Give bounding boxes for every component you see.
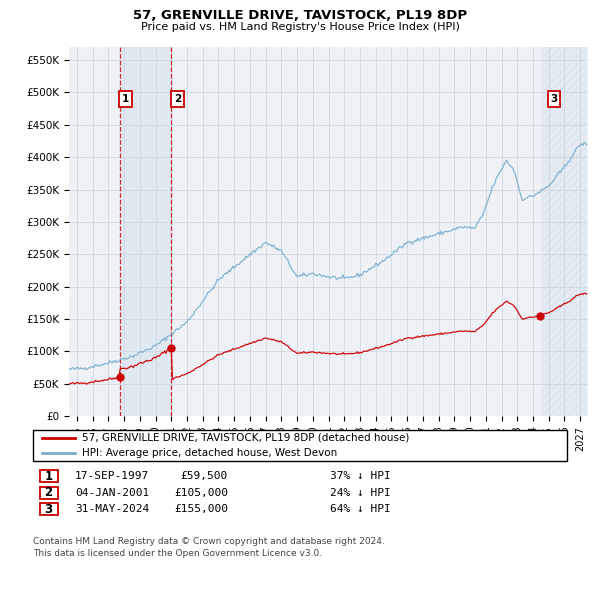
Text: 1: 1 [122,94,129,104]
Text: 04-JAN-2001: 04-JAN-2001 [75,488,149,497]
Text: 57, GRENVILLE DRIVE, TAVISTOCK, PL19 8DP: 57, GRENVILLE DRIVE, TAVISTOCK, PL19 8DP [133,9,467,22]
Text: 31-MAY-2024: 31-MAY-2024 [75,504,149,514]
Text: 17-SEP-1997: 17-SEP-1997 [75,471,149,481]
Text: 37% ↓ HPI: 37% ↓ HPI [330,471,391,481]
Text: £59,500: £59,500 [181,471,228,481]
Text: Price paid vs. HM Land Registry's House Price Index (HPI): Price paid vs. HM Land Registry's House … [140,22,460,32]
Text: 57, GRENVILLE DRIVE, TAVISTOCK, PL19 8DP (detached house): 57, GRENVILLE DRIVE, TAVISTOCK, PL19 8DP… [82,433,410,442]
Text: 2: 2 [44,486,53,499]
Text: Contains HM Land Registry data © Crown copyright and database right 2024.: Contains HM Land Registry data © Crown c… [33,537,385,546]
Text: 24% ↓ HPI: 24% ↓ HPI [330,488,391,497]
Text: £155,000: £155,000 [174,504,228,514]
Text: This data is licensed under the Open Government Licence v3.0.: This data is licensed under the Open Gov… [33,549,322,558]
Text: 1: 1 [44,470,53,483]
Text: HPI: Average price, detached house, West Devon: HPI: Average price, detached house, West… [82,448,337,458]
Text: 3: 3 [44,503,53,516]
Text: 3: 3 [550,94,557,104]
Text: £105,000: £105,000 [174,488,228,497]
Text: 64% ↓ HPI: 64% ↓ HPI [330,504,391,514]
Text: 2: 2 [174,94,181,104]
Bar [119,47,172,416]
